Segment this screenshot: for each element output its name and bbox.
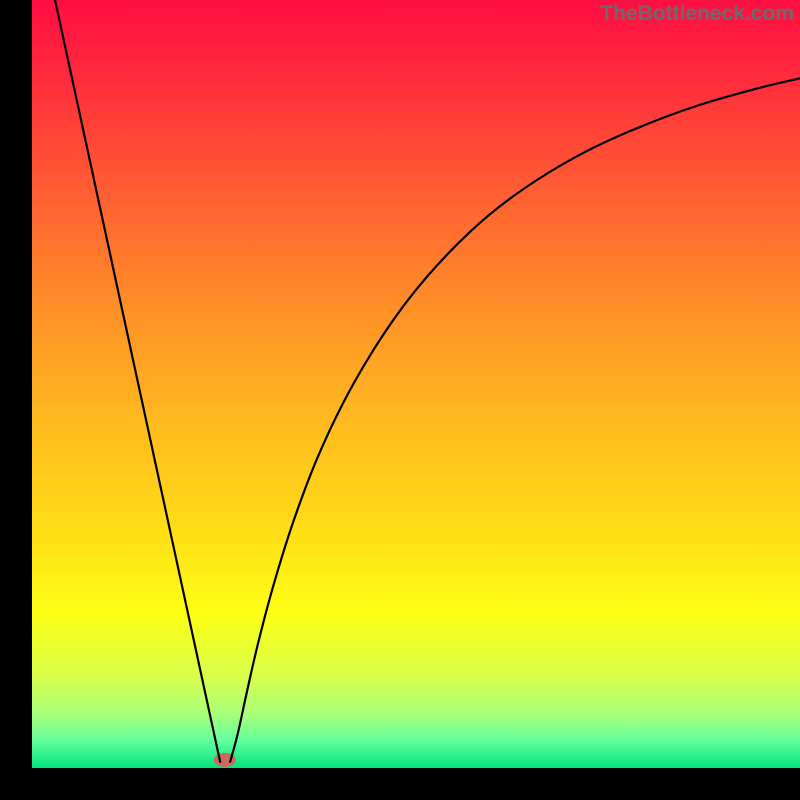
frame-left — [0, 0, 32, 800]
frame-bottom — [0, 768, 800, 800]
curve-svg — [32, 0, 800, 768]
watermark-text: TheBottleneck.com — [600, 2, 794, 26]
plot-area — [32, 0, 800, 768]
curve-left — [55, 0, 220, 762]
curve-right — [230, 78, 800, 762]
